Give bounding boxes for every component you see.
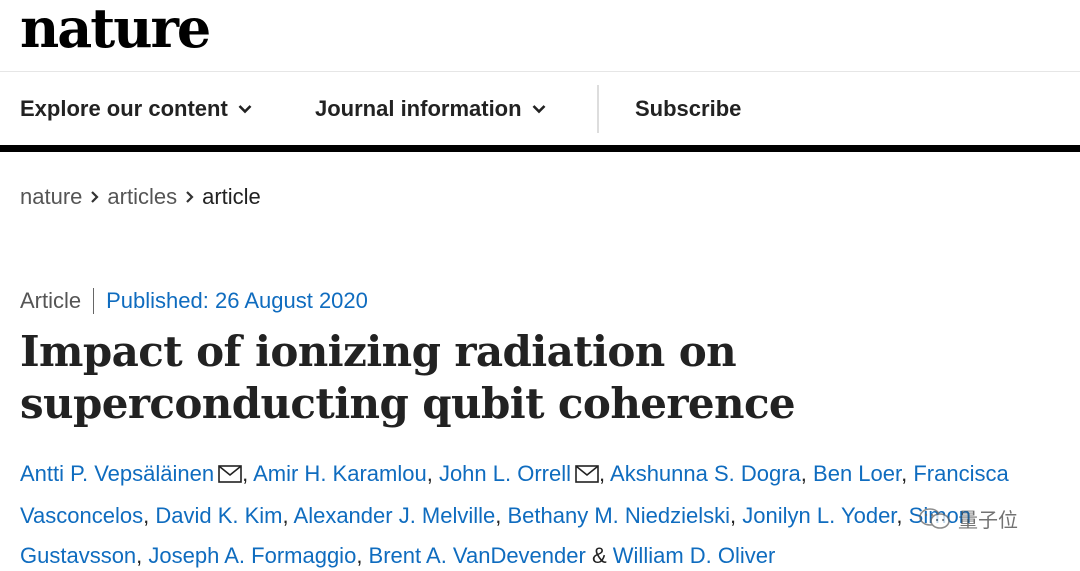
- author-link[interactable]: David K. Kim: [155, 503, 283, 528]
- nav-journal-information[interactable]: Journal information: [315, 73, 546, 145]
- article-type: Article: [20, 288, 82, 313]
- nav-bottom-bar: [0, 145, 1080, 152]
- author-list: Antti P. Vepsäläinen, Amir H. Karamlou, …: [20, 454, 1070, 571]
- nav-subscribe[interactable]: Subscribe: [635, 73, 741, 145]
- article-title: Impact of ionizing radiation on supercon…: [20, 327, 796, 428]
- author-link[interactable]: Jonilyn L. Yoder: [742, 503, 897, 528]
- wechat-watermark: 量子位: [918, 504, 1018, 533]
- nav-explore-our-content[interactable]: Explore our content: [20, 73, 252, 145]
- author-link[interactable]: Amir H. Karamlou: [253, 461, 427, 486]
- author-link[interactable]: Brent A. VanDevender: [368, 543, 586, 568]
- nature-logo[interactable]: nature: [20, 0, 211, 60]
- chevron-right-icon: [90, 190, 99, 204]
- nav-item-label: Explore our content: [20, 96, 228, 121]
- author-link[interactable]: Joseph A. Formaggio: [148, 543, 357, 568]
- main-nav: Explore our content Journal information …: [0, 73, 1080, 145]
- breadcrumb-articles[interactable]: articles: [107, 184, 178, 209]
- nav-item-label: Subscribe: [635, 96, 742, 121]
- breadcrumb-article: article: [202, 184, 261, 209]
- chevron-right-icon: [185, 190, 194, 204]
- author-link[interactable]: Bethany M. Niedzielski: [507, 503, 731, 528]
- email-icon[interactable]: [575, 456, 599, 496]
- author-link[interactable]: Akshunna S. Dogra: [610, 461, 801, 486]
- nav-item-label: Journal information: [315, 96, 522, 121]
- watermark-text: 量子位: [958, 508, 1018, 532]
- author-link[interactable]: Antti P. Vepsäläinen: [20, 461, 215, 486]
- breadcrumb: nature articles article: [20, 182, 261, 212]
- author-link[interactable]: William D. Oliver: [612, 543, 776, 568]
- author-link[interactable]: Francisca Vasconcelos: [20, 461, 1009, 528]
- published-date[interactable]: Published: 26 August 2020: [106, 288, 368, 313]
- meta-divider: [93, 288, 95, 314]
- chevron-down-icon: [238, 104, 252, 114]
- email-icon[interactable]: [218, 456, 242, 496]
- wechat-icon: [919, 507, 950, 529]
- nav-divider: [597, 85, 599, 133]
- author-link[interactable]: Ben Loer: [813, 461, 902, 486]
- author-separator: &: [591, 543, 607, 568]
- author-link[interactable]: John L. Orrell: [438, 461, 571, 486]
- chevron-down-icon: [532, 104, 546, 114]
- author-link[interactable]: Alexander J. Melville: [293, 503, 496, 528]
- masthead: nature: [0, 0, 1080, 72]
- breadcrumb-nature[interactable]: nature: [20, 184, 83, 209]
- article-meta: Article Published: 26 August 2020: [20, 286, 368, 316]
